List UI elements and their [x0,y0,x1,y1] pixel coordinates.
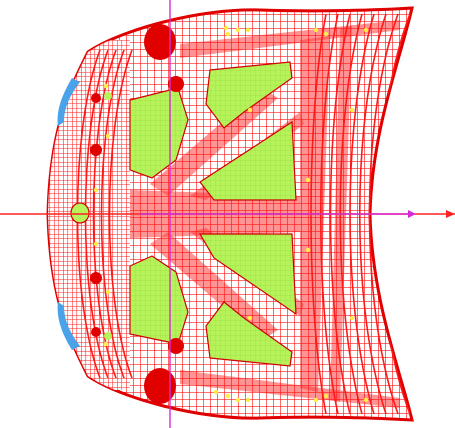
node-marker [349,315,355,321]
node-marker [223,25,229,31]
node-marker [313,27,319,33]
node-marker [105,133,111,139]
node-marker [93,187,99,193]
node-marker [323,393,329,399]
green-spot-left [70,202,90,224]
node-marker [245,397,251,403]
node-marker [363,27,369,33]
left-edge-strip-bottom [57,302,80,350]
node-marker [363,397,369,403]
node-marker [225,393,231,399]
green-panel-lower-left [129,255,189,345]
node-marker [247,315,253,321]
magenta-arrow [408,210,416,218]
structural-rib [150,88,278,196]
reinforcement-nodes [90,24,184,404]
green-panels [70,61,297,367]
node-marker [247,107,253,113]
node-marker [225,31,231,37]
horizontal-axis-arrow [446,210,455,218]
structural-rib [180,370,400,408]
green-panel-upper-mid [205,61,293,129]
node-marker [305,247,311,253]
structural-rib [180,20,400,58]
node-marker [103,83,109,89]
node-marker [245,27,251,33]
green-panel-upper-right [199,120,297,201]
green-spot-left-bottom [104,332,112,340]
node-marker [313,397,319,403]
left-edge-strip-top [57,78,80,126]
structural-rib [150,232,278,340]
green-panel-lower-mid [205,301,293,367]
node-markers [93,25,369,403]
node-marker [323,31,329,37]
green-panel-lower-right [198,233,297,316]
node-marker [235,397,241,403]
node-marker [93,241,99,247]
node-marker [103,341,109,347]
node-marker [305,177,311,183]
node-marker [235,27,241,33]
node-marker [349,107,355,113]
node-marker [105,289,111,295]
node-marker [213,389,219,395]
green-spot-left-top [104,92,112,100]
